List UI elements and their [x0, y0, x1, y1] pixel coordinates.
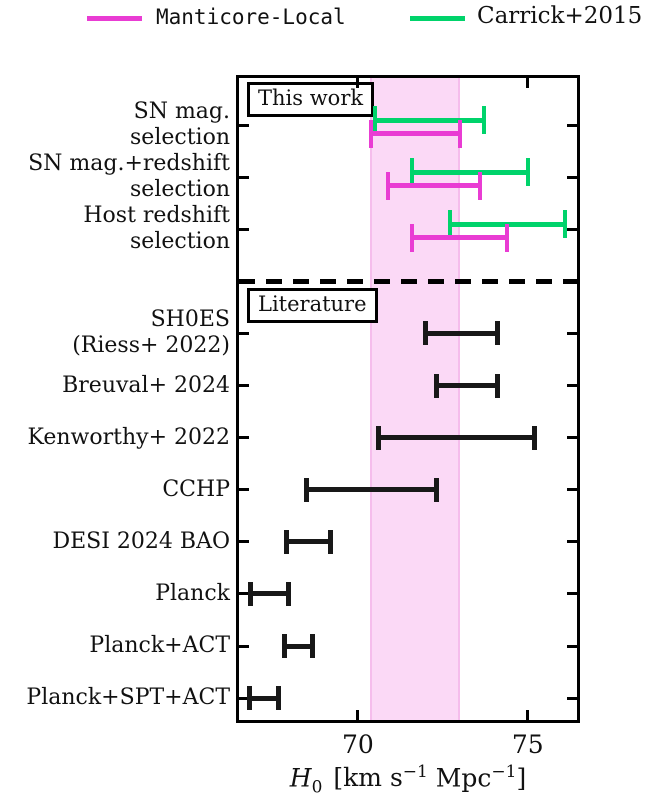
y-tick-right	[567, 123, 577, 127]
y-tick-right	[567, 696, 577, 700]
errorbar-literature-sh0es-cap-lo	[423, 321, 429, 346]
y-tick-left	[239, 488, 249, 492]
errorbar-literature-kenworthy-2022-cap-hi	[532, 425, 538, 450]
errorbar-literature-breuval-2024-cap-hi	[494, 373, 500, 398]
errorbar-literature-planck-act-cap-hi	[309, 634, 315, 658]
legend-line-carrick-2015	[410, 16, 465, 21]
errorbar-manticore-local-host-redshift-cap-hi	[505, 223, 510, 252]
errorbar-literature-breuval-2024	[436, 383, 498, 388]
x-tick-bottom-75	[526, 710, 530, 720]
y-tick-left	[239, 436, 249, 440]
errorbar-manticore-local-host-redshift	[412, 235, 508, 241]
legend-label-manticore-local: Manticore-Local	[156, 5, 346, 29]
y-tick-right	[567, 488, 577, 492]
errorbar-literature-sh0es	[425, 330, 498, 336]
errorbar-literature-planck-spt-act	[249, 695, 279, 701]
errorbar-carrick-2015-sn-mag-redshift-cap-hi	[525, 158, 530, 187]
errorbar-literature-cchp-cap-lo	[304, 477, 310, 502]
errorbar-literature-cchp	[306, 487, 437, 493]
errorbar-literature-kenworthy-2022	[378, 435, 535, 441]
legend: Manticore-Local Carrick+2015	[0, 0, 664, 42]
row-label-desi-2024-bao: DESI 2024 BAO	[52, 528, 230, 554]
x-tick-label-70: 70	[341, 730, 374, 759]
y-tick-right	[567, 644, 577, 648]
y-tick-left	[239, 540, 249, 544]
errorbar-carrick-2015-host-redshift-cap-lo	[447, 210, 452, 239]
errorbar-literature-planck-act-cap-lo	[282, 634, 288, 658]
row-label-planck-act: Planck+ACT	[89, 633, 230, 658]
y-tick-right	[567, 331, 577, 335]
errorbar-literature-planck-cap-hi	[285, 581, 291, 606]
x-axis-label: H0 [km s−1 Mpc−1]	[289, 762, 527, 798]
errorbar-literature-breuval-2024-cap-lo	[433, 373, 439, 398]
errorbar-manticore-local-sn-mag-redshift-cap-lo	[386, 171, 391, 200]
y-tick-right	[567, 384, 577, 387]
errorbar-manticore-local-sn-mag-redshift-cap-hi	[478, 171, 483, 200]
row-label-breuval-2024: Breuval+ 2024	[62, 372, 230, 398]
errorbar-manticore-local-sn-mag	[371, 131, 460, 136]
errorbar-carrick-2015-sn-mag-cap-lo	[372, 106, 377, 134]
errorbar-literature-cchp-cap-hi	[433, 477, 439, 502]
y-tick-right	[567, 175, 577, 179]
errorbar-carrick-2015-host-redshift-cap-hi	[563, 210, 568, 239]
x-axis-symbol: H	[289, 763, 312, 793]
row-label-sn-mag-redshift: SN mag.+redshift selection	[28, 151, 230, 203]
y-tick-left	[239, 644, 249, 648]
y-tick-right	[567, 227, 577, 231]
errorbar-manticore-local-sn-mag-cap-lo	[369, 119, 374, 148]
row-label-planck: Planck	[155, 580, 230, 606]
x-tick-top-75	[526, 78, 530, 88]
y-tick-right	[567, 436, 577, 440]
x-tick-label-75: 75	[511, 730, 544, 759]
section-divider-dashed-line	[239, 278, 577, 284]
y-tick-left	[239, 592, 249, 596]
errorbar-manticore-local-host-redshift-cap-lo	[410, 223, 415, 252]
row-label-sh0es: SH0ES (Riess+ 2022)	[72, 307, 230, 359]
errorbar-literature-planck-spt-act-cap-hi	[275, 686, 281, 711]
y-tick-left	[239, 123, 249, 127]
y-tick-left	[239, 384, 249, 387]
row-label-host-redshift: Host redshift selection	[83, 203, 230, 255]
x-tick-top-70	[356, 78, 360, 88]
x-tick-bottom-70	[356, 710, 360, 720]
row-label-planck-spt-act: Planck+SPT+ACT	[26, 685, 230, 711]
errorbar-literature-planck-act	[284, 643, 313, 649]
row-label-kenworthy-2022: Kenworthy+ 2022	[27, 424, 230, 450]
errorbar-literature-planck	[250, 591, 289, 597]
section-box-literature: Literature	[247, 288, 378, 323]
errorbar-carrick-2015-sn-mag-cap-hi	[481, 106, 486, 134]
errorbar-manticore-local-sn-mag-cap-hi	[457, 119, 462, 148]
errorbar-literature-planck-cap-lo	[248, 581, 254, 606]
errorbar-carrick-2015-sn-mag-redshift	[412, 169, 528, 175]
errorbar-literature-desi-2024-bao-cap-hi	[328, 529, 334, 554]
errorbar-literature-desi-2024-bao	[286, 539, 331, 545]
legend-line-manticore-local	[87, 16, 142, 21]
legend-label-carrick-2015: Carrick+2015	[477, 3, 643, 29]
errorbar-literature-sh0es-cap-hi	[494, 321, 500, 346]
y-tick-left	[239, 227, 249, 231]
row-label-cchp: CCHP	[162, 476, 230, 502]
errorbar-manticore-local-sn-mag-redshift	[388, 183, 481, 189]
errorbar-literature-desi-2024-bao-cap-lo	[284, 529, 290, 554]
y-tick-left	[239, 175, 249, 179]
row-label-sn-mag: SN mag. selection	[130, 99, 230, 150]
errorbar-carrick-2015-sn-mag	[374, 117, 484, 123]
y-tick-right	[567, 592, 577, 596]
y-tick-right	[567, 540, 577, 544]
section-box-this-work: This work	[247, 82, 375, 117]
y-tick-left	[239, 331, 249, 335]
y-tick-left	[239, 696, 249, 700]
plot-area: This work Literature	[236, 75, 580, 723]
errorbar-literature-planck-spt-act-cap-lo	[246, 686, 252, 711]
errorbar-literature-kenworthy-2022-cap-lo	[375, 425, 381, 450]
errorbar-carrick-2015-sn-mag-redshift-cap-lo	[410, 158, 415, 187]
